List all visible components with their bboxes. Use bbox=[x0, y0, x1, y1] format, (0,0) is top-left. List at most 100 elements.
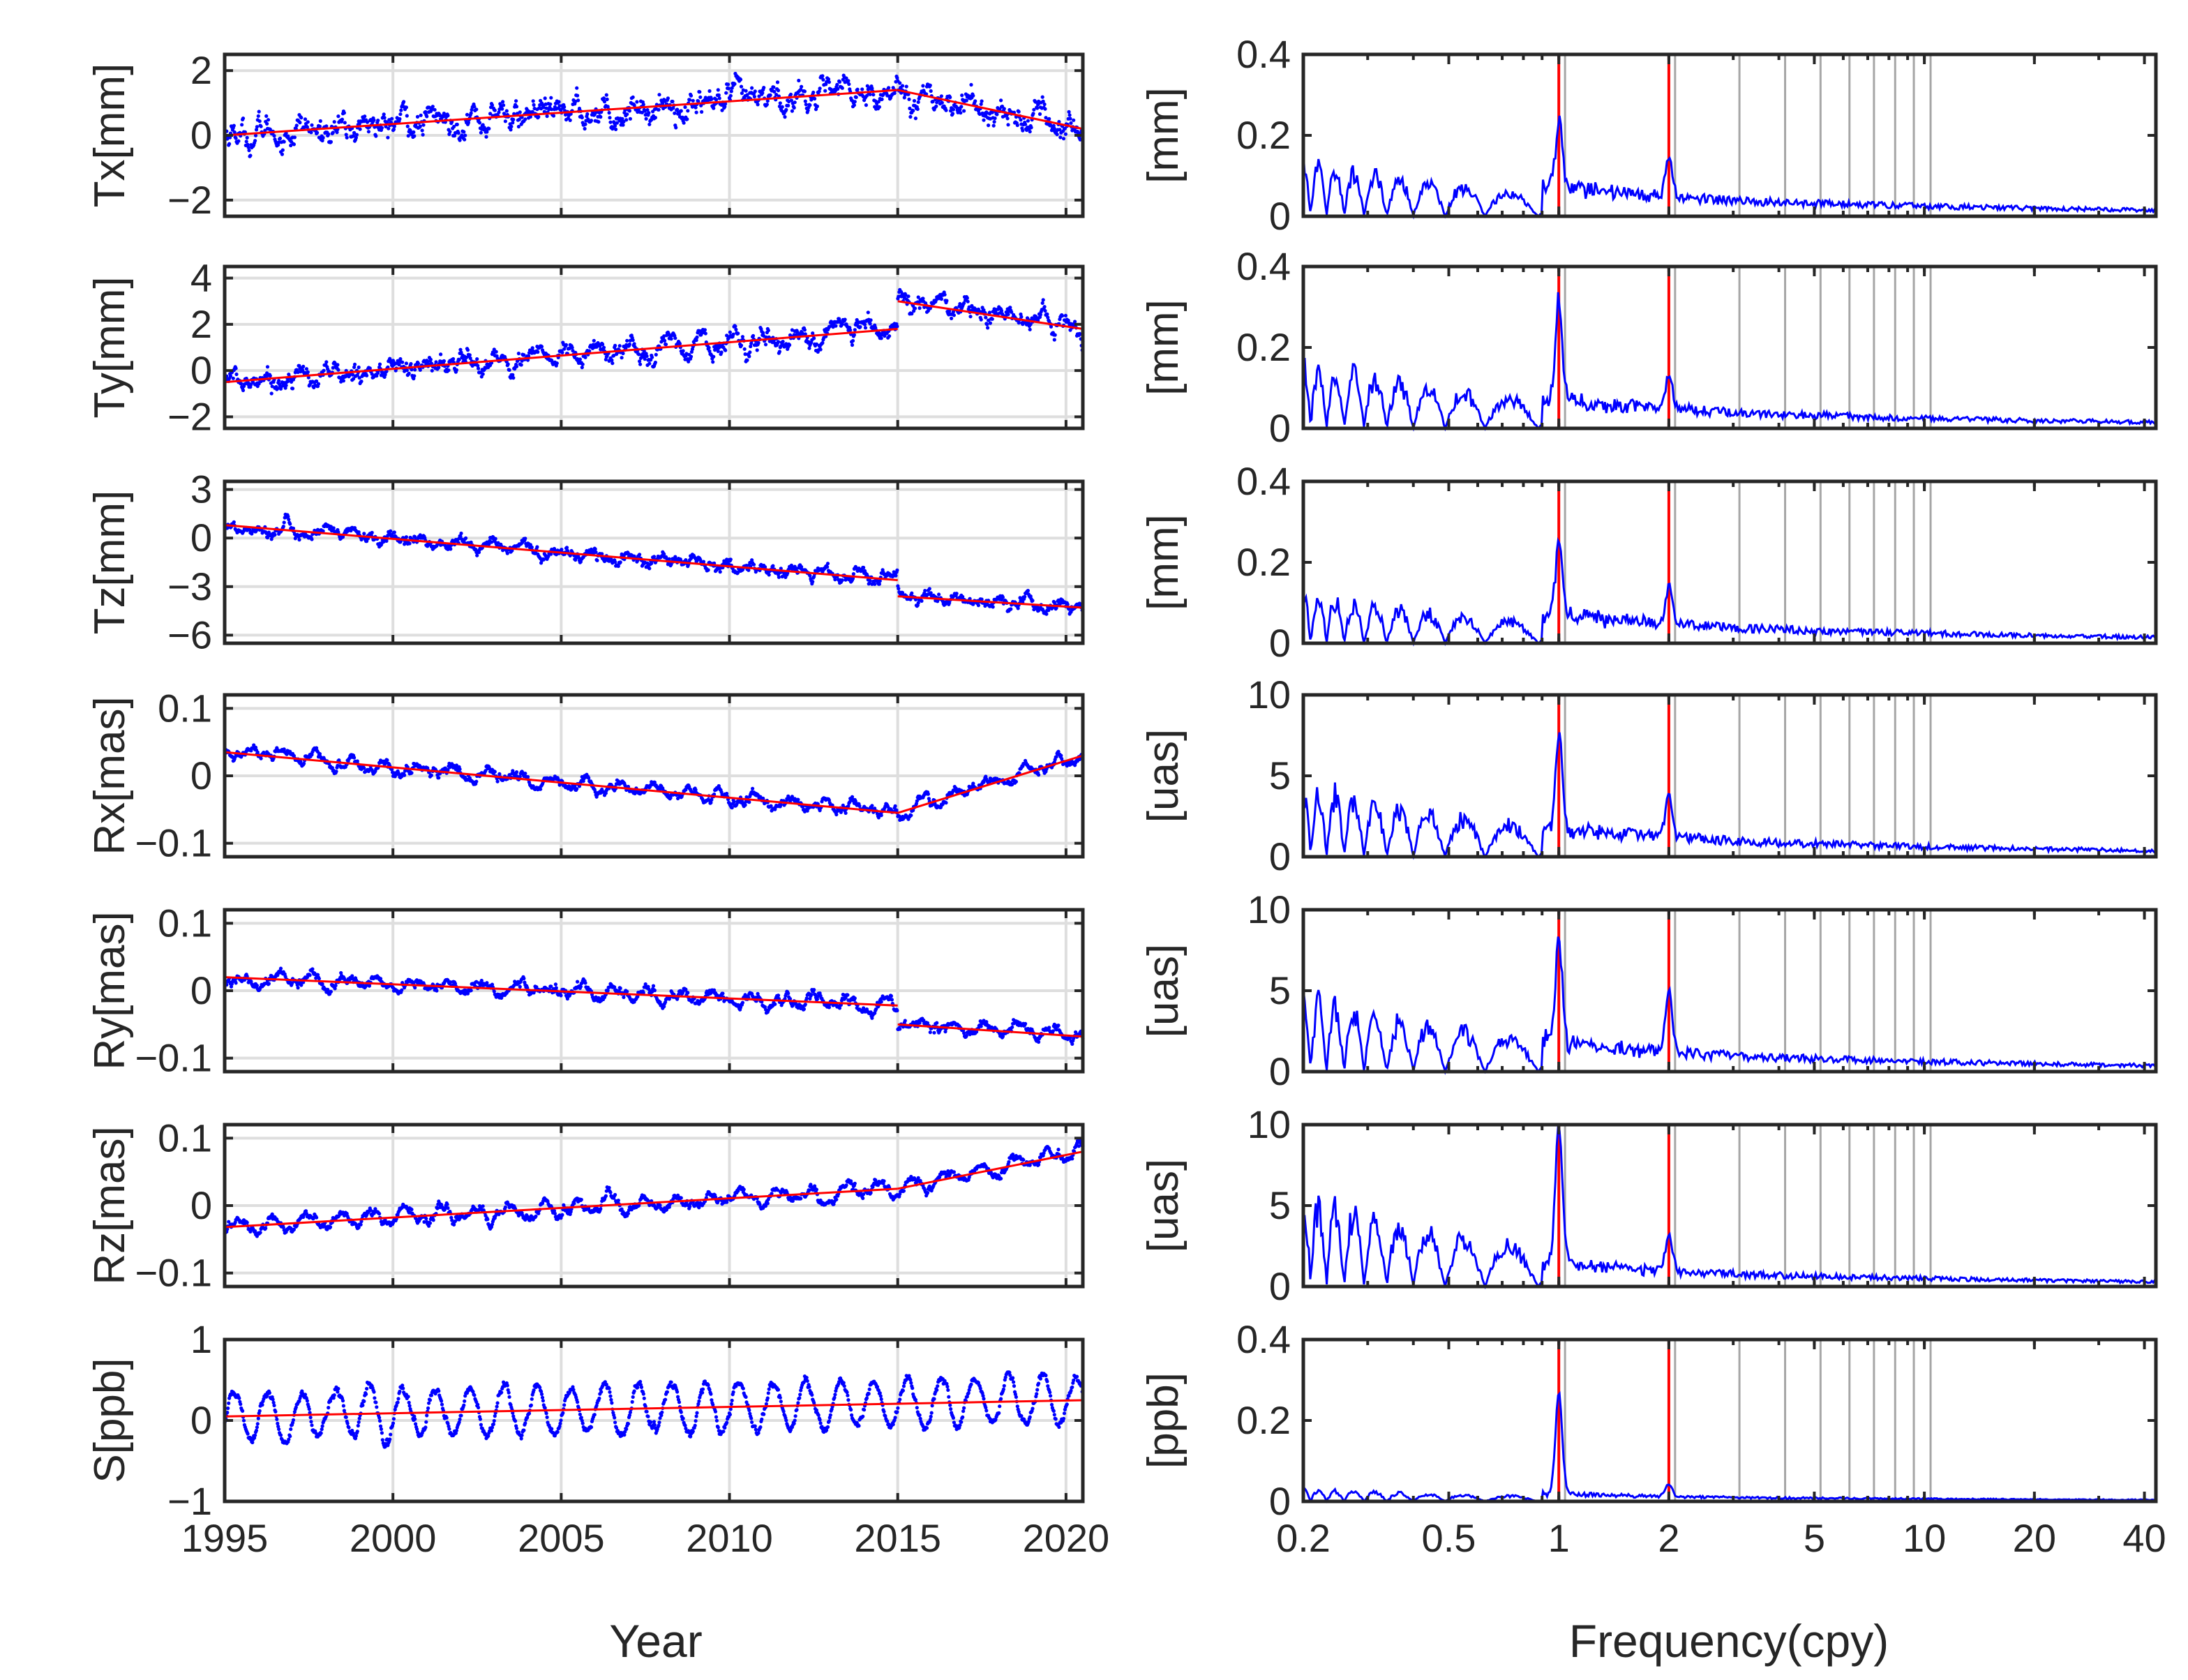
data-point bbox=[539, 345, 544, 349]
data-point bbox=[377, 362, 382, 366]
data-point bbox=[412, 130, 416, 134]
data-point bbox=[532, 103, 536, 107]
data-point bbox=[803, 332, 807, 336]
data-point bbox=[736, 331, 740, 336]
data-point bbox=[254, 128, 259, 132]
data-point bbox=[868, 578, 872, 583]
data-point bbox=[870, 87, 874, 91]
data-point bbox=[576, 98, 580, 103]
trend-segment bbox=[224, 89, 898, 137]
data-point bbox=[599, 115, 603, 119]
data-point bbox=[624, 118, 629, 122]
data-point bbox=[317, 124, 322, 128]
data-point bbox=[1032, 107, 1036, 112]
data-point bbox=[687, 359, 691, 363]
data-point bbox=[410, 368, 414, 372]
data-point bbox=[813, 96, 817, 101]
data-point bbox=[398, 117, 402, 121]
data-point bbox=[365, 373, 369, 377]
data-point bbox=[583, 126, 587, 131]
data-point bbox=[409, 361, 413, 366]
data-point bbox=[793, 100, 797, 105]
data-point bbox=[926, 308, 930, 313]
data-point bbox=[620, 356, 624, 360]
data-point bbox=[604, 93, 608, 97]
data-point bbox=[413, 368, 417, 372]
data-point bbox=[336, 363, 340, 367]
data-point bbox=[777, 350, 781, 354]
data-point bbox=[511, 117, 516, 121]
data-point bbox=[280, 152, 284, 156]
data-point bbox=[1055, 133, 1059, 137]
data-point bbox=[452, 124, 456, 129]
data-point bbox=[253, 139, 257, 143]
data-point bbox=[864, 103, 868, 107]
data-point bbox=[517, 117, 521, 121]
data-point bbox=[991, 605, 995, 609]
data-point bbox=[1005, 117, 1010, 121]
data-point bbox=[694, 338, 698, 343]
data-point bbox=[837, 80, 842, 84]
data-point bbox=[627, 342, 632, 347]
data-point bbox=[277, 140, 281, 144]
data-point bbox=[757, 94, 761, 98]
data-point bbox=[509, 128, 513, 132]
data-point bbox=[1047, 117, 1051, 121]
data-point bbox=[399, 108, 403, 112]
data-point bbox=[468, 356, 472, 361]
data-point bbox=[484, 135, 488, 139]
data-points bbox=[223, 287, 1085, 396]
data-point bbox=[726, 87, 731, 91]
data-point bbox=[327, 132, 331, 136]
data-point bbox=[514, 99, 518, 103]
data-point bbox=[846, 79, 851, 83]
data-point bbox=[879, 336, 883, 340]
data-point bbox=[358, 127, 362, 131]
data-point bbox=[500, 107, 504, 111]
data-point bbox=[351, 373, 355, 377]
data-points bbox=[223, 743, 1085, 822]
data-point bbox=[706, 568, 710, 572]
data-point bbox=[745, 358, 749, 362]
data-point bbox=[425, 114, 429, 119]
data-point bbox=[863, 326, 868, 330]
data-point bbox=[815, 104, 819, 108]
trend-segment bbox=[897, 89, 1084, 130]
data-point bbox=[475, 553, 479, 557]
data-point bbox=[1026, 589, 1030, 593]
data-point bbox=[321, 135, 325, 140]
data-point bbox=[290, 387, 295, 391]
data-point bbox=[774, 93, 779, 97]
data-point bbox=[354, 135, 358, 140]
data-point bbox=[488, 112, 493, 116]
data-point bbox=[511, 121, 515, 125]
data-point bbox=[494, 350, 498, 354]
data-point bbox=[403, 773, 407, 777]
data-point bbox=[1044, 612, 1049, 616]
data-point bbox=[613, 343, 617, 347]
data-point bbox=[712, 354, 716, 359]
data-point bbox=[666, 96, 670, 100]
data-point bbox=[420, 128, 424, 133]
data-point bbox=[675, 107, 680, 112]
data-point bbox=[598, 344, 602, 348]
data-point bbox=[921, 84, 925, 88]
data-point bbox=[234, 136, 238, 140]
data-point bbox=[844, 811, 848, 815]
data-point bbox=[840, 578, 844, 583]
data-point bbox=[635, 100, 639, 104]
data-point bbox=[1040, 301, 1044, 305]
data-point bbox=[237, 139, 241, 143]
data-point bbox=[516, 124, 521, 129]
data-point bbox=[292, 142, 296, 147]
data-point bbox=[677, 342, 682, 346]
data-point bbox=[940, 100, 944, 105]
data-point bbox=[969, 82, 973, 87]
data-point bbox=[728, 330, 732, 334]
y-axis-label: Ty[mm] bbox=[86, 276, 134, 418]
data-point bbox=[1017, 110, 1021, 114]
data-point bbox=[653, 360, 658, 365]
data-point bbox=[647, 122, 652, 126]
data-point bbox=[1002, 107, 1006, 111]
data-point bbox=[557, 100, 561, 104]
